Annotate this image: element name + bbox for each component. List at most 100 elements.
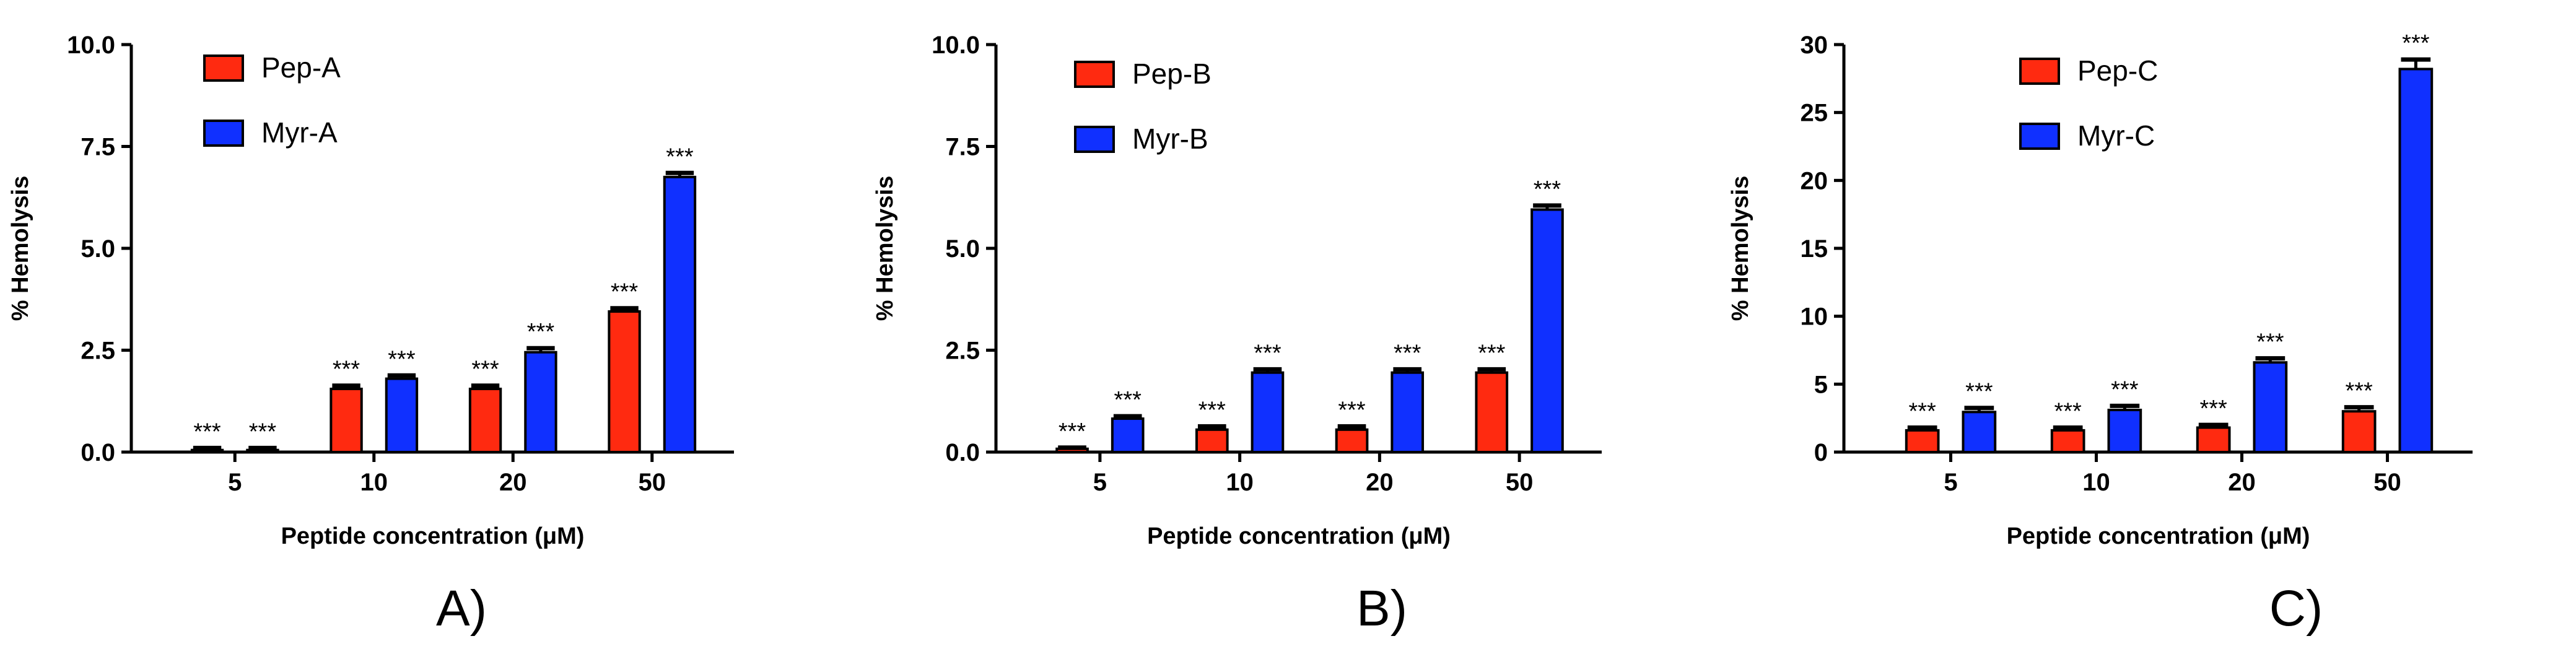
y-tick-label: 0.0	[945, 439, 980, 466]
y-axis-title: % Hemolysis	[872, 176, 898, 321]
panel-label: B)	[1356, 580, 1407, 637]
significance-label: ***	[471, 357, 499, 383]
bar-myr-a-20	[524, 351, 557, 453]
legend-label: Pep-B	[1132, 58, 1212, 90]
x-tick-label: 5	[228, 469, 242, 496]
y-axis-title: % Hemolysis	[1727, 176, 1753, 321]
significance-label: ***	[249, 419, 277, 445]
panel-label: A)	[436, 580, 487, 637]
significance-label: ***	[2402, 30, 2430, 56]
y-tick-label: 25	[1801, 100, 1828, 127]
bar-pep-a-20	[468, 388, 502, 454]
significance-label: ***	[2054, 399, 2082, 425]
y-tick-label: 30	[1801, 32, 1828, 59]
significance-label: ***	[666, 144, 694, 170]
significance-label: ***	[193, 419, 221, 445]
x-tick-label: 10	[1226, 469, 1254, 496]
significance-label: ***	[1908, 399, 1936, 425]
bar-myr-c-5	[1962, 411, 1997, 454]
y-tick-label: 2.5	[81, 338, 115, 365]
y-tick-label: 0.0	[81, 439, 115, 466]
bar-myr-c-20	[2253, 361, 2288, 453]
significance-label: ***	[2345, 378, 2373, 404]
significance-label: ***	[1198, 398, 1226, 424]
bar-pep-c-20	[2196, 426, 2231, 454]
bar-myr-b-50	[1530, 208, 1564, 453]
bar-pep-b-20	[1335, 428, 1369, 453]
y-tick-label: 5.0	[81, 235, 115, 263]
bar-myr-b-5	[1111, 417, 1145, 454]
x-tick-label: 5	[1093, 469, 1107, 496]
y-tick-label: 10.0	[932, 32, 980, 59]
significance-label: ***	[1254, 340, 1281, 366]
legend-swatch-myr-c	[2019, 123, 2060, 150]
bar-pep-c-50	[2341, 410, 2377, 454]
x-tick-label: 10	[360, 469, 388, 496]
y-tick-label: 10	[1801, 303, 1828, 331]
x-tick-label: 5	[1944, 469, 1957, 496]
x-tick-label: 50	[1506, 469, 1534, 496]
panel-label: C)	[2269, 580, 2323, 637]
bar-myr-a-10	[385, 377, 419, 453]
significance-label: ***	[1114, 387, 1142, 413]
x-tick-label: 50	[2373, 469, 2401, 496]
bar-pep-c-10	[2050, 429, 2085, 454]
significance-label: ***	[2199, 396, 2227, 422]
legend-swatch-myr-b	[1074, 126, 1115, 153]
bar-pep-a-10	[330, 388, 363, 454]
legend-label: Myr-A	[261, 116, 338, 149]
chart-panel-b: 0.0 2.5 5.0 7.5 10.0 % Hemolysis 5 *** *** 10 *** *…	[872, 32, 1602, 637]
legend-label: Myr-C	[2077, 120, 2155, 152]
bar-myr-a-5	[246, 448, 279, 454]
significance-label: ***	[333, 357, 360, 383]
y-tick-label: 7.5	[81, 134, 115, 161]
significance-label: ***	[388, 346, 416, 372]
x-tick-label: 20	[2228, 469, 2256, 496]
y-tick-label: 5	[1814, 371, 1828, 398]
legend-swatch-pep-a	[203, 54, 244, 82]
x-tick-label: 50	[639, 469, 666, 496]
x-axis-title: Peptide concentration (μM)	[2007, 523, 2310, 549]
bar-pep-c-5	[1905, 429, 1940, 454]
legend-swatch-pep-c	[2019, 58, 2060, 85]
significance-label: ***	[1059, 419, 1086, 445]
bar-pep-b-50	[1475, 371, 1509, 453]
significance-label: ***	[527, 319, 555, 345]
bar-myr-b-10	[1251, 371, 1285, 453]
bar-myr-b-20	[1391, 371, 1425, 453]
y-tick-label: 20	[1801, 167, 1828, 194]
bar-myr-c-50	[2398, 68, 2434, 454]
legend-swatch-myr-a	[203, 120, 244, 147]
legend-label: Myr-B	[1132, 123, 1208, 155]
significance-label: ***	[1478, 340, 1506, 366]
legend-label: Pep-C	[2077, 54, 2158, 87]
significance-label: ***	[1534, 176, 1561, 203]
y-tick-label: 15	[1801, 235, 1828, 263]
bar-pep-a-5	[190, 448, 224, 454]
x-tick-label: 10	[2082, 469, 2110, 496]
chart-panel-c: 0 5 10 15 20 25 30 % Hemolysis 5 *** *** 10 *** *** 20…	[1727, 30, 2473, 637]
y-tick-label: 10.0	[67, 32, 115, 59]
y-tick-label: 5.0	[945, 235, 980, 263]
y-axis-title: % Hemolysis	[7, 176, 33, 321]
legend-label: Pep-A	[261, 51, 341, 84]
significance-label: ***	[611, 279, 639, 305]
y-tick-label: 7.5	[945, 134, 980, 161]
bar-myr-c-10	[2107, 409, 2142, 453]
chart-panel-a: 0.0 2.5 5.0 7.5 10.0 % Hemolysis 5 *** *** 10 *** *…	[7, 32, 734, 637]
x-axis-title: Peptide concentration (μM)	[1147, 523, 1451, 549]
bar-myr-a-50	[663, 175, 697, 453]
x-tick-label: 20	[1366, 469, 1394, 496]
legend-swatch-pep-b	[1074, 61, 1115, 88]
x-tick-label: 20	[499, 469, 527, 496]
bar-pep-a-50	[608, 310, 641, 453]
significance-label: ***	[1394, 340, 1421, 366]
x-axis-title: Peptide concentration (μM)	[281, 523, 585, 549]
significance-label: ***	[1338, 398, 1366, 424]
y-tick-label: 0	[1814, 439, 1828, 466]
y-tick-label: 2.5	[945, 338, 980, 365]
bar-pep-b-10	[1195, 428, 1229, 453]
significance-label: ***	[1965, 379, 1993, 405]
significance-label: ***	[2256, 329, 2284, 355]
